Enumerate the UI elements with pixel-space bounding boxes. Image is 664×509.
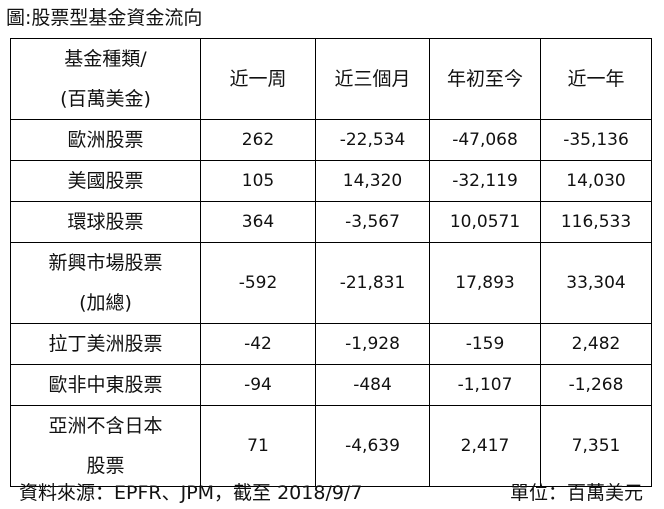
fund-name-cell: 歐非中東股票 (10, 364, 201, 406)
value-ytd: -1,107 (429, 364, 541, 406)
fund-flow-table: 基金種類/ (百萬美金) 近一周 近三個月 年初至今 近一年 歐洲股票 262 … (10, 38, 652, 487)
value-three-months: -484 (315, 364, 430, 406)
fund-name-cell: 環球股票 (10, 201, 201, 243)
fund-name-cell: 歐洲股票 (10, 119, 201, 161)
fund-name: 新興市場股票 (48, 252, 163, 274)
value-week: 105 (200, 160, 316, 202)
value-one-year: 14,030 (540, 160, 652, 202)
fund-name: 拉丁美洲股票 (48, 333, 163, 355)
fund-name: 亞洲不含日本 (48, 415, 163, 437)
header-fund-type-line1: 基金種類/ (64, 48, 147, 70)
value-one-year: 33,304 (540, 242, 652, 324)
header-fund-type: 基金種類/ (百萬美金) (10, 38, 201, 120)
header-one-year: 近一年 (540, 38, 652, 120)
fund-name-cell: 拉丁美洲股票 (10, 323, 201, 365)
fund-name: 歐洲股票 (67, 129, 144, 151)
table-row: 新興市場股票 (加總) -592 -21,831 17,893 33,304 (10, 242, 652, 324)
header-fund-type-line2: (百萬美金) (60, 88, 151, 110)
value-week: -94 (200, 364, 316, 406)
value-one-year: 2,482 (540, 323, 652, 365)
fund-name: 美國股票 (67, 170, 144, 192)
value-ytd: -159 (429, 323, 541, 365)
table-row: 亞洲不含日本 股票 71 -4,639 2,417 7,351 (10, 405, 652, 487)
value-ytd: -32,119 (429, 160, 541, 202)
value-three-months: 14,320 (315, 160, 430, 202)
value-week: 364 (200, 201, 316, 243)
header-ytd: 年初至今 (429, 38, 541, 120)
header-week: 近一周 (200, 38, 316, 120)
table-row: 環球股票 364 -3,567 10,0571 116,533 (10, 201, 652, 243)
fund-name-line2: 股票 (86, 455, 125, 477)
value-one-year: 116,533 (540, 201, 652, 243)
value-three-months: -1,928 (315, 323, 430, 365)
table-row: 美國股票 105 14,320 -32,119 14,030 (10, 160, 652, 202)
value-ytd: 10,0571 (429, 201, 541, 243)
table-row: 歐洲股票 262 -22,534 -47,068 -35,136 (10, 119, 652, 161)
value-week: 71 (200, 405, 316, 487)
table-header-row: 基金種類/ (百萬美金) 近一周 近三個月 年初至今 近一年 (10, 38, 652, 120)
value-ytd: 2,417 (429, 405, 541, 487)
source-note: 資料來源：EPFR、JPM，截至 2018/9/7 (19, 482, 363, 504)
value-week: -592 (200, 242, 316, 324)
fund-name: 環球股票 (67, 211, 144, 233)
value-three-months: -21,831 (315, 242, 430, 324)
value-one-year: 7,351 (540, 405, 652, 487)
fund-name-cell: 新興市場股票 (加總) (10, 242, 201, 324)
value-one-year: -35,136 (540, 119, 652, 161)
table-title: 圖:股票型基金資金流向 (6, 7, 203, 29)
value-ytd: -47,068 (429, 119, 541, 161)
value-week: -42 (200, 323, 316, 365)
value-three-months: -4,639 (315, 405, 430, 487)
value-three-months: -3,567 (315, 201, 430, 243)
header-three-months: 近三個月 (315, 38, 430, 120)
fund-name-cell: 美國股票 (10, 160, 201, 202)
value-one-year: -1,268 (540, 364, 652, 406)
table-row: 拉丁美洲股票 -42 -1,928 -159 2,482 (10, 323, 652, 365)
fund-name-line2: (加總) (79, 292, 132, 314)
fund-name: 歐非中東股票 (48, 374, 163, 396)
fund-name-cell: 亞洲不含日本 股票 (10, 405, 201, 487)
unit-note: 單位：百萬美元 (509, 482, 643, 504)
value-ytd: 17,893 (429, 242, 541, 324)
value-week: 262 (200, 119, 316, 161)
value-three-months: -22,534 (315, 119, 430, 161)
table-row: 歐非中東股票 -94 -484 -1,107 -1,268 (10, 364, 652, 406)
